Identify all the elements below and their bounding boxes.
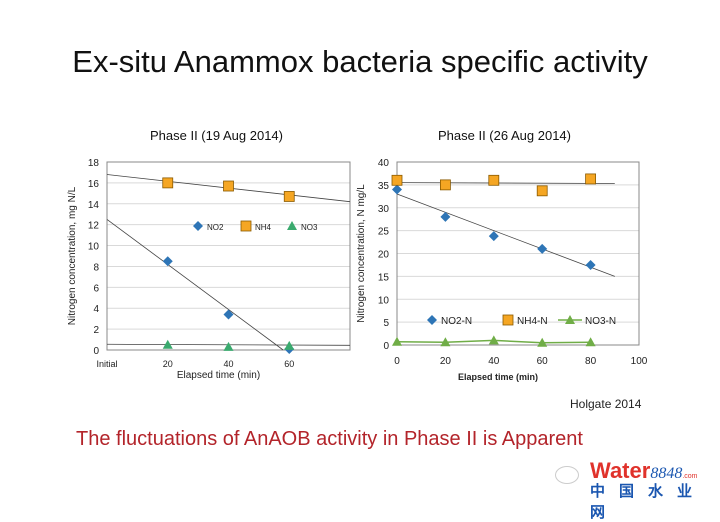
y-tick-label: 0 (93, 346, 99, 357)
y-tick-label: 40 (378, 158, 390, 169)
legend-marker-no3-n (565, 315, 575, 324)
legend-label: NH4 (255, 223, 272, 232)
legend-label: NO2 (207, 223, 224, 232)
y-tick-label: 10 (88, 242, 100, 253)
data-point-no3 (223, 341, 234, 351)
data-point-no3 (284, 340, 295, 350)
x-tick-label: 60 (537, 356, 549, 367)
x-tick-label: 20 (440, 356, 452, 367)
data-point-no3-n (585, 337, 596, 347)
data-point-no3-n (440, 337, 451, 347)
x-tick-label: 60 (284, 359, 294, 369)
logo-number: 8848 (650, 465, 683, 482)
data-point-no2-n (537, 243, 548, 254)
logo-brand: Water (590, 458, 651, 483)
chart2-title: Phase II (26 Aug 2014) (438, 128, 571, 143)
y-tick-label: 25 (378, 227, 390, 238)
chart-phase2-26aug: 0 5 10 15 20 25 30 35 40 0 20 40 60 80 100 Elapsed time… (356, 158, 648, 382)
wechat-icon (555, 466, 579, 484)
y-tick-label: 20 (378, 250, 390, 261)
trendline-nh4-n (396, 182, 615, 184)
y-axis-label: Nitrogen concentration, N mg/L (356, 184, 367, 323)
data-point-no3-n (537, 337, 548, 347)
data-point-nh4-n (439, 179, 451, 191)
legend-marker-no3 (287, 221, 297, 230)
y-tick-label: 5 (383, 318, 389, 329)
y-tick-label: 16 (88, 179, 100, 190)
credit-text: Holgate 2014 (570, 397, 642, 411)
x-tick-label: 100 (631, 356, 648, 367)
legend-label: NH4-N (517, 316, 548, 327)
chart1-title: Phase II (19 Aug 2014) (150, 128, 283, 143)
data-point-no2-n (585, 259, 596, 270)
data-point-nh4-n (536, 185, 548, 197)
y-axis-label: Nitrogen concentration, mg N/L (67, 186, 78, 325)
x-tick-label: 40 (223, 359, 233, 369)
y-tick-label: 10 (378, 295, 390, 306)
trendline-no2-n (396, 193, 615, 277)
x-axis-label: Elapsed time (min) (177, 370, 260, 381)
logo-suffix: .com (682, 473, 698, 480)
data-point-no2 (162, 256, 173, 267)
legend-label: NO3-N (585, 316, 616, 327)
y-tick-label: 6 (93, 283, 99, 294)
data-point-no3 (162, 339, 173, 349)
legend-marker-nh4-n (502, 314, 514, 326)
y-tick-label: 15 (378, 272, 390, 283)
data-point-nh4 (283, 191, 295, 202)
data-point-nh4-n (391, 174, 403, 186)
data-point-no2-n (440, 211, 451, 222)
data-point-no3-n (392, 336, 402, 346)
x-tick-label: 20 (163, 359, 173, 369)
y-tick-label: 4 (93, 304, 99, 315)
data-point-no3-n (488, 335, 499, 345)
plot-area (396, 161, 640, 346)
data-point-nh4-n (488, 174, 500, 186)
legend-label: NO2-N (441, 316, 472, 327)
y-tick-label: 2 (93, 325, 99, 336)
data-point-nh4 (162, 177, 174, 189)
x-tick-label: 0 (394, 356, 400, 367)
y-tick-label: 30 (378, 204, 390, 215)
y-tick-label: 8 (93, 262, 99, 273)
x-tick-label: Initial (96, 359, 117, 369)
legend-marker-no2-n (427, 315, 437, 325)
chart-phase2-19aug: 0 2 4 6 8 10 12 14 16 18 Initial 20 40 60 Elapsed time… (67, 158, 351, 381)
logo-chinese: 中国水业网 (590, 483, 707, 521)
y-tick-label: 12 (88, 221, 100, 232)
y-tick-label: 35 (378, 181, 390, 192)
y-tick-label: 14 (88, 200, 100, 211)
x-tick-label: 40 (488, 356, 500, 367)
slide-title: Ex-situ Anammox bacteria specific activi… (72, 44, 648, 79)
data-point-no2-n (488, 231, 499, 242)
x-tick-label: 80 (585, 356, 597, 367)
data-point-no2 (223, 309, 234, 320)
x-axis-label: Elapsed time (min) (458, 372, 538, 382)
legend-label: NO3 (301, 223, 318, 232)
y-tick-label: 18 (88, 158, 100, 169)
legend-marker-no2 (193, 221, 203, 231)
y-tick-label: 0 (383, 341, 389, 352)
legend-marker-nh4 (240, 220, 252, 232)
data-point-nh4 (223, 180, 234, 192)
trendline-no2 (106, 219, 284, 351)
water8848-logo: Water8848.com 中国水业网 (590, 458, 720, 522)
data-point-nh4-n (585, 173, 596, 185)
data-point-no2-n (392, 184, 402, 195)
conclusion-text: The fluctuations of AnAOB activity in Ph… (76, 428, 583, 450)
